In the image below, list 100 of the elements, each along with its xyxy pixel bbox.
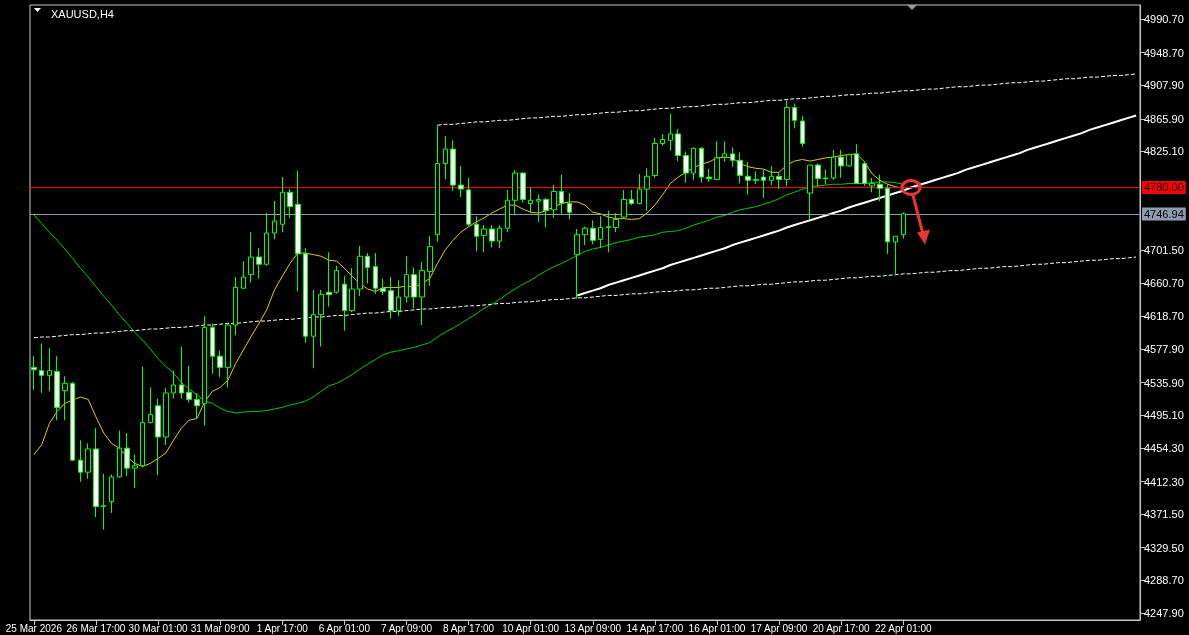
candlestick bbox=[54, 355, 60, 421]
candlestick bbox=[248, 231, 254, 284]
candlestick bbox=[124, 432, 130, 477]
candlestick bbox=[380, 278, 386, 296]
x-tick-label: 31 Mar 09:00 bbox=[190, 622, 251, 634]
candlestick bbox=[272, 200, 277, 240]
candlestick bbox=[334, 265, 339, 295]
candlestick bbox=[613, 212, 619, 233]
candlestick bbox=[295, 170, 301, 292]
candlestick bbox=[637, 173, 642, 205]
y-tick-label: 4825.10 bbox=[1144, 145, 1184, 158]
candlestick bbox=[155, 398, 161, 476]
candlestick bbox=[404, 255, 409, 304]
candlestick bbox=[287, 188, 293, 219]
candlestick bbox=[497, 224, 502, 249]
y-tick-label: 4701.50 bbox=[1144, 244, 1184, 257]
candlestick bbox=[543, 197, 549, 228]
candlestick bbox=[264, 212, 269, 267]
candlestick bbox=[505, 189, 510, 233]
candlestick bbox=[443, 135, 448, 180]
ref-line-label: 4780.00 bbox=[1144, 181, 1184, 194]
y-tick-label: 4412.30 bbox=[1144, 475, 1184, 488]
candlestick bbox=[241, 260, 246, 290]
x-tick-label: 10 Apr 01:00 bbox=[502, 622, 560, 634]
candlestick bbox=[598, 215, 603, 249]
candlestick bbox=[256, 247, 262, 280]
x-tick-label: 14 Apr 17:00 bbox=[626, 622, 684, 634]
candlestick bbox=[737, 151, 743, 184]
candlestick bbox=[318, 289, 324, 348]
candlestick bbox=[551, 184, 557, 219]
y-tick-label: 4454.30 bbox=[1144, 441, 1184, 454]
candlestick bbox=[62, 375, 68, 421]
candlestick bbox=[567, 192, 572, 220]
candlestick bbox=[186, 365, 192, 404]
candlestick bbox=[574, 228, 580, 300]
candlestick bbox=[792, 103, 797, 129]
candlestick bbox=[435, 124, 440, 243]
candlestick bbox=[644, 167, 650, 212]
candlestick bbox=[326, 251, 332, 308]
candlestick bbox=[450, 139, 456, 192]
x-tick-label: 30 Mar 01:00 bbox=[128, 622, 188, 634]
y-tick-label: 4535.90 bbox=[1144, 376, 1184, 389]
candlestick bbox=[225, 322, 231, 388]
candlestick bbox=[815, 162, 821, 188]
candlestick bbox=[396, 279, 401, 317]
candlestick bbox=[342, 275, 347, 332]
candlestick bbox=[365, 252, 370, 284]
candlestick bbox=[70, 381, 75, 462]
x-tick-label: 25 Mar 2026 bbox=[5, 622, 63, 634]
candlestick bbox=[691, 147, 696, 181]
candlestick bbox=[893, 235, 898, 276]
candlestick bbox=[163, 387, 169, 446]
candlestick bbox=[683, 150, 689, 184]
candlestick bbox=[823, 169, 828, 185]
candlestick bbox=[629, 189, 634, 206]
x-tick-label: 8 Apr 17:00 bbox=[442, 622, 495, 634]
y-tick-label: 4247.90 bbox=[1144, 606, 1184, 619]
candlestick bbox=[373, 252, 378, 295]
x-tick-label: 22 Apr 01:00 bbox=[874, 622, 933, 634]
candlestick bbox=[357, 245, 363, 297]
candlestick bbox=[427, 235, 433, 287]
y-tick-label: 4660.70 bbox=[1144, 276, 1184, 289]
candlestick bbox=[699, 147, 704, 184]
candlestick bbox=[528, 186, 533, 214]
candlestick bbox=[85, 442, 91, 480]
candlestick bbox=[846, 153, 852, 168]
candlestick bbox=[854, 143, 859, 185]
candlestick bbox=[117, 430, 122, 479]
candlestick bbox=[714, 140, 720, 181]
candlestick bbox=[776, 172, 782, 190]
y-tick-label: 4329.50 bbox=[1144, 541, 1184, 554]
candlestick bbox=[217, 350, 223, 378]
candlestick bbox=[901, 211, 906, 240]
candlestick bbox=[520, 171, 526, 204]
candlestick bbox=[606, 210, 611, 253]
candlestick bbox=[109, 474, 114, 514]
candlestick bbox=[489, 224, 495, 248]
candlestick bbox=[233, 276, 238, 336]
candlestick bbox=[668, 113, 673, 152]
x-tick-label: 13 Apr 09:00 bbox=[564, 622, 622, 634]
candlestick bbox=[194, 392, 200, 420]
candlestick bbox=[132, 454, 138, 489]
candlestick bbox=[179, 346, 184, 400]
candlestick bbox=[474, 215, 479, 252]
candlestick bbox=[730, 147, 735, 168]
candlestick bbox=[280, 176, 285, 233]
candlestick bbox=[784, 99, 790, 187]
x-tick-label: 16 Apr 01:00 bbox=[688, 622, 746, 634]
candlestick bbox=[559, 174, 564, 215]
candlestick bbox=[148, 386, 153, 424]
candlestick bbox=[722, 140, 727, 163]
y-tick-label: 4371.50 bbox=[1144, 508, 1184, 521]
y-tick-label: 4618.70 bbox=[1144, 310, 1184, 323]
candlestick bbox=[140, 366, 145, 468]
candlestick bbox=[862, 161, 867, 187]
candlestick bbox=[885, 183, 890, 255]
candlestick bbox=[93, 427, 99, 518]
x-tick-label: 6 Apr 01:00 bbox=[318, 622, 371, 634]
candlestick bbox=[807, 164, 813, 221]
candlestick bbox=[660, 133, 665, 147]
